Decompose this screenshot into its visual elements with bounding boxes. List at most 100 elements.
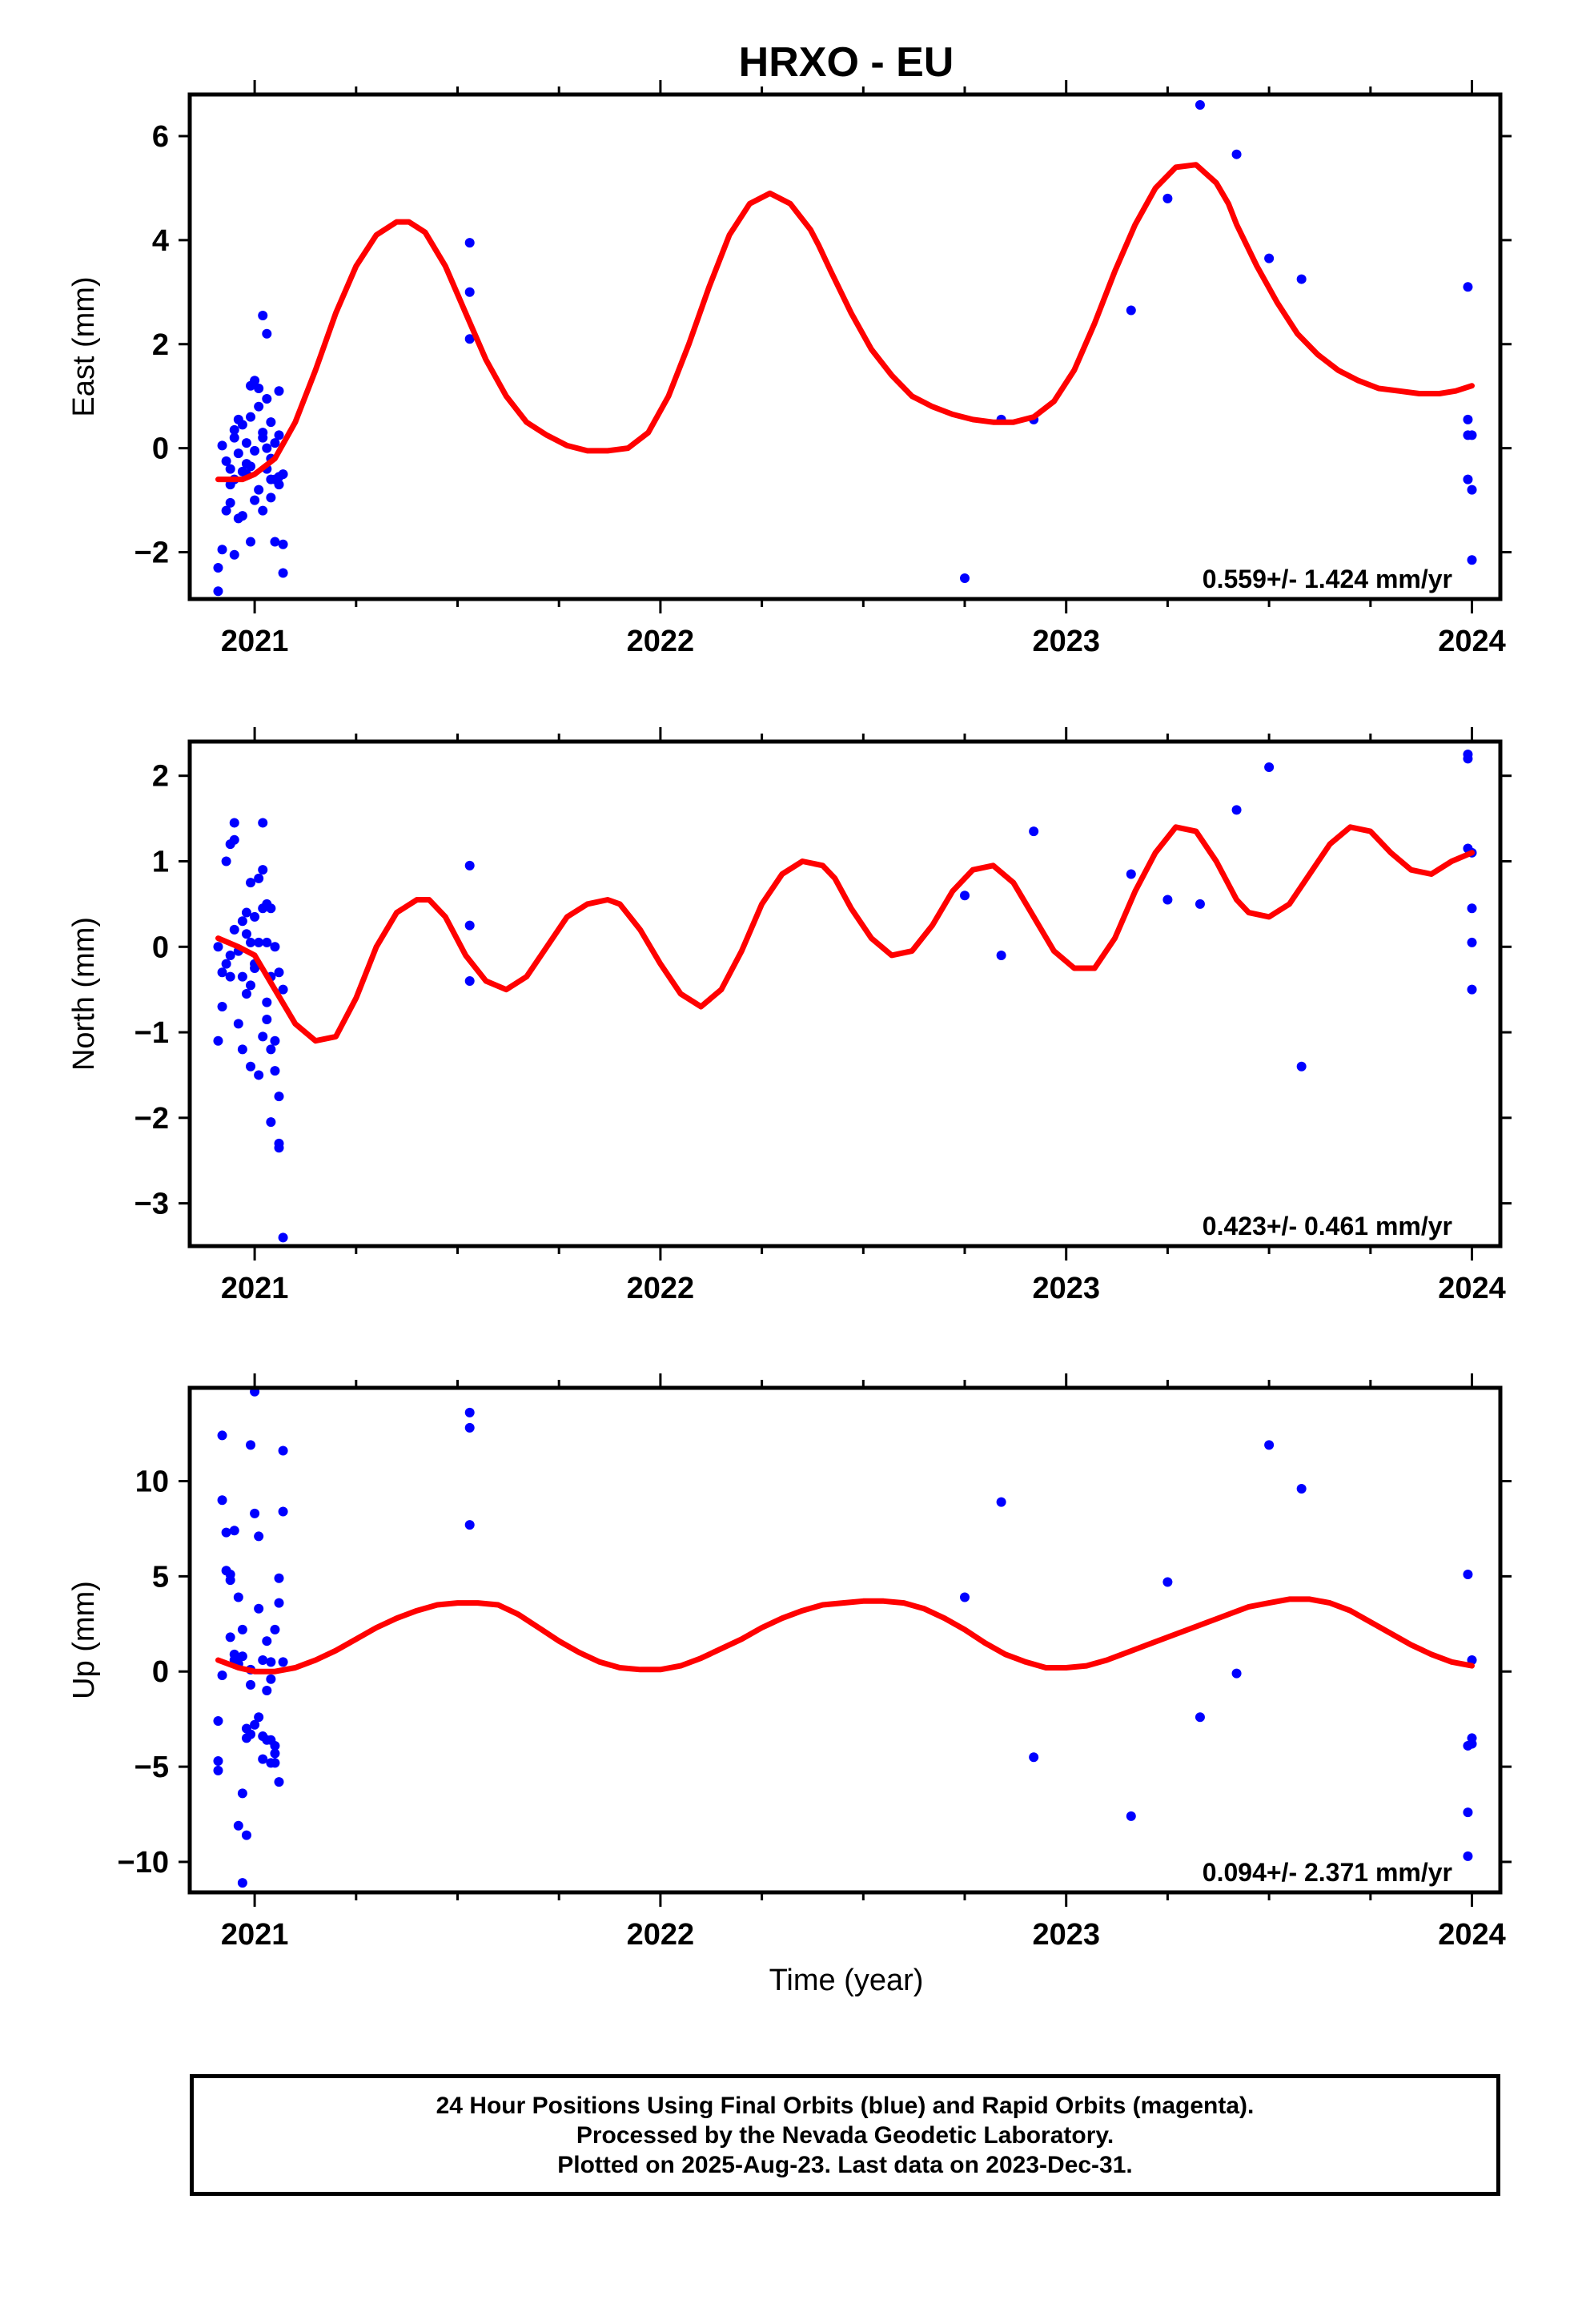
data-point xyxy=(1463,1851,1473,1861)
y-tick-label: 2 xyxy=(152,328,169,362)
data-point xyxy=(262,1636,272,1647)
data-point xyxy=(464,334,475,344)
data-point xyxy=(278,568,288,578)
data-point xyxy=(274,967,284,978)
data-point xyxy=(258,505,268,516)
data-point xyxy=(1195,899,1205,909)
data-point xyxy=(270,1035,280,1046)
data-point xyxy=(213,1755,223,1766)
data-point xyxy=(246,1440,256,1450)
data-point xyxy=(1126,1811,1136,1821)
data-point xyxy=(464,287,475,297)
data-point xyxy=(225,950,235,960)
data-point xyxy=(270,1066,280,1076)
data-point xyxy=(1463,282,1473,292)
data-point xyxy=(464,920,475,931)
data-point xyxy=(258,311,268,321)
y-tick-label: 5 xyxy=(152,1560,169,1594)
x-tick-label: 2023 xyxy=(1032,1272,1100,1305)
data-point xyxy=(237,916,247,927)
data-point xyxy=(246,937,256,947)
data-point xyxy=(250,911,260,922)
plot-area xyxy=(213,99,1477,597)
plot-frame xyxy=(187,92,1503,601)
data-point xyxy=(254,1531,264,1542)
data-point xyxy=(217,545,227,555)
rate-label: 0.423+/- 0.461 mm/yr xyxy=(1203,1212,1452,1240)
data-point xyxy=(1467,984,1477,995)
data-point xyxy=(254,485,264,495)
data-point xyxy=(996,1497,1006,1507)
data-point xyxy=(237,971,247,982)
data-point xyxy=(233,1019,243,1029)
data-point xyxy=(213,1716,223,1727)
data-point xyxy=(1296,274,1307,284)
data-point xyxy=(1296,1484,1307,1494)
data-point xyxy=(1195,99,1205,110)
data-point xyxy=(262,1686,272,1695)
data-point xyxy=(237,1878,247,1888)
y-tick-label: 6 xyxy=(152,120,169,154)
x-axis-label: Time (year) xyxy=(769,1964,924,1997)
y-tick-label: −1 xyxy=(135,1016,169,1050)
data-point xyxy=(237,1788,247,1799)
data-point xyxy=(229,432,239,443)
data-point xyxy=(270,537,280,547)
data-point xyxy=(278,469,288,480)
data-point xyxy=(213,563,223,573)
data-point xyxy=(237,1624,247,1634)
data-point xyxy=(1463,754,1473,764)
data-point xyxy=(1162,895,1173,905)
data-point xyxy=(262,1015,272,1025)
data-point xyxy=(221,959,231,969)
data-point xyxy=(278,1506,288,1517)
fit-curve xyxy=(215,162,1475,483)
data-point xyxy=(254,1603,264,1614)
data-point xyxy=(270,1758,280,1768)
data-point xyxy=(270,1748,280,1759)
data-point xyxy=(254,383,264,393)
x-tick-label: 2022 xyxy=(627,625,695,658)
data-point xyxy=(233,448,243,459)
data-point xyxy=(225,1632,235,1642)
data-point xyxy=(266,903,276,914)
data-point xyxy=(250,445,260,456)
data-point xyxy=(464,1407,475,1417)
data-point xyxy=(262,937,272,947)
fit-curve xyxy=(215,1596,1475,1675)
data-point xyxy=(464,975,475,986)
data-point xyxy=(262,393,272,404)
data-point xyxy=(213,942,223,952)
data-point xyxy=(258,1754,268,1764)
data-point xyxy=(246,1679,256,1690)
data-point xyxy=(221,856,231,866)
data-point xyxy=(464,238,475,248)
data-point xyxy=(233,1592,243,1602)
data-point xyxy=(213,1035,223,1046)
data-point xyxy=(254,873,264,883)
data-point xyxy=(1463,1569,1473,1579)
x-tick-label: 2022 xyxy=(627,1272,695,1305)
data-point xyxy=(237,1651,247,1662)
data-point xyxy=(237,420,247,430)
fit-curve xyxy=(215,824,1475,1044)
data-point xyxy=(270,1624,280,1634)
data-point xyxy=(213,586,223,597)
data-point xyxy=(250,1508,260,1518)
data-point xyxy=(278,539,288,549)
y-tick-label: 4 xyxy=(152,224,169,258)
data-point xyxy=(1231,1668,1242,1679)
x-tick-label: 2024 xyxy=(1438,1918,1506,1952)
data-point xyxy=(254,1712,264,1723)
data-point xyxy=(1264,762,1275,773)
data-point xyxy=(250,495,260,505)
data-point xyxy=(270,942,280,952)
data-point xyxy=(258,1655,268,1665)
y-axis-label: North (mm) xyxy=(67,917,101,1071)
y-tick-label: 10 xyxy=(135,1465,169,1498)
data-point xyxy=(274,1777,284,1787)
data-point xyxy=(1296,1061,1307,1072)
data-point xyxy=(254,937,264,947)
data-point xyxy=(266,1117,276,1128)
